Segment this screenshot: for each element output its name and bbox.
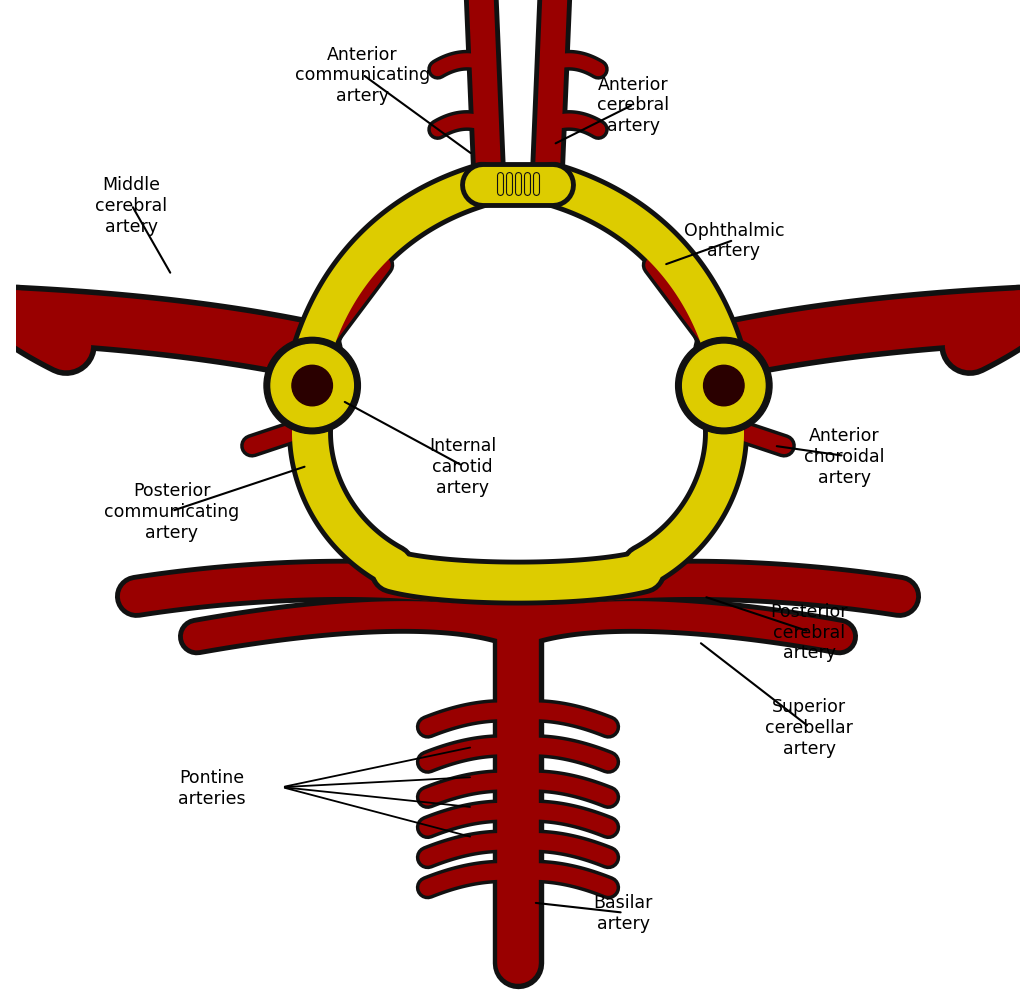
Circle shape [675, 338, 772, 434]
Circle shape [703, 366, 744, 406]
Text: Anterior
communicating
artery: Anterior communicating artery [295, 45, 430, 105]
Text: Pontine
arteries: Pontine arteries [178, 768, 246, 806]
Text: Ophthalmic
artery: Ophthalmic artery [684, 222, 784, 260]
Text: Anterior
choroidal
artery: Anterior choroidal artery [804, 426, 885, 486]
Circle shape [683, 345, 765, 427]
Text: Basilar
artery: Basilar artery [594, 894, 653, 932]
Circle shape [292, 366, 333, 406]
Text: Middle
cerebral
artery: Middle cerebral artery [95, 176, 168, 236]
Text: Posterior
cerebral
artery: Posterior cerebral artery [771, 602, 847, 662]
Circle shape [264, 338, 361, 434]
Text: Posterior
communicating
artery: Posterior communicating artery [104, 481, 239, 542]
Text: Anterior
cerebral
artery: Anterior cerebral artery [598, 75, 669, 135]
Text: Superior
cerebellar
artery: Superior cerebellar artery [766, 697, 853, 757]
Text: Internal
carotid
artery: Internal carotid artery [429, 436, 496, 496]
Circle shape [271, 345, 353, 427]
